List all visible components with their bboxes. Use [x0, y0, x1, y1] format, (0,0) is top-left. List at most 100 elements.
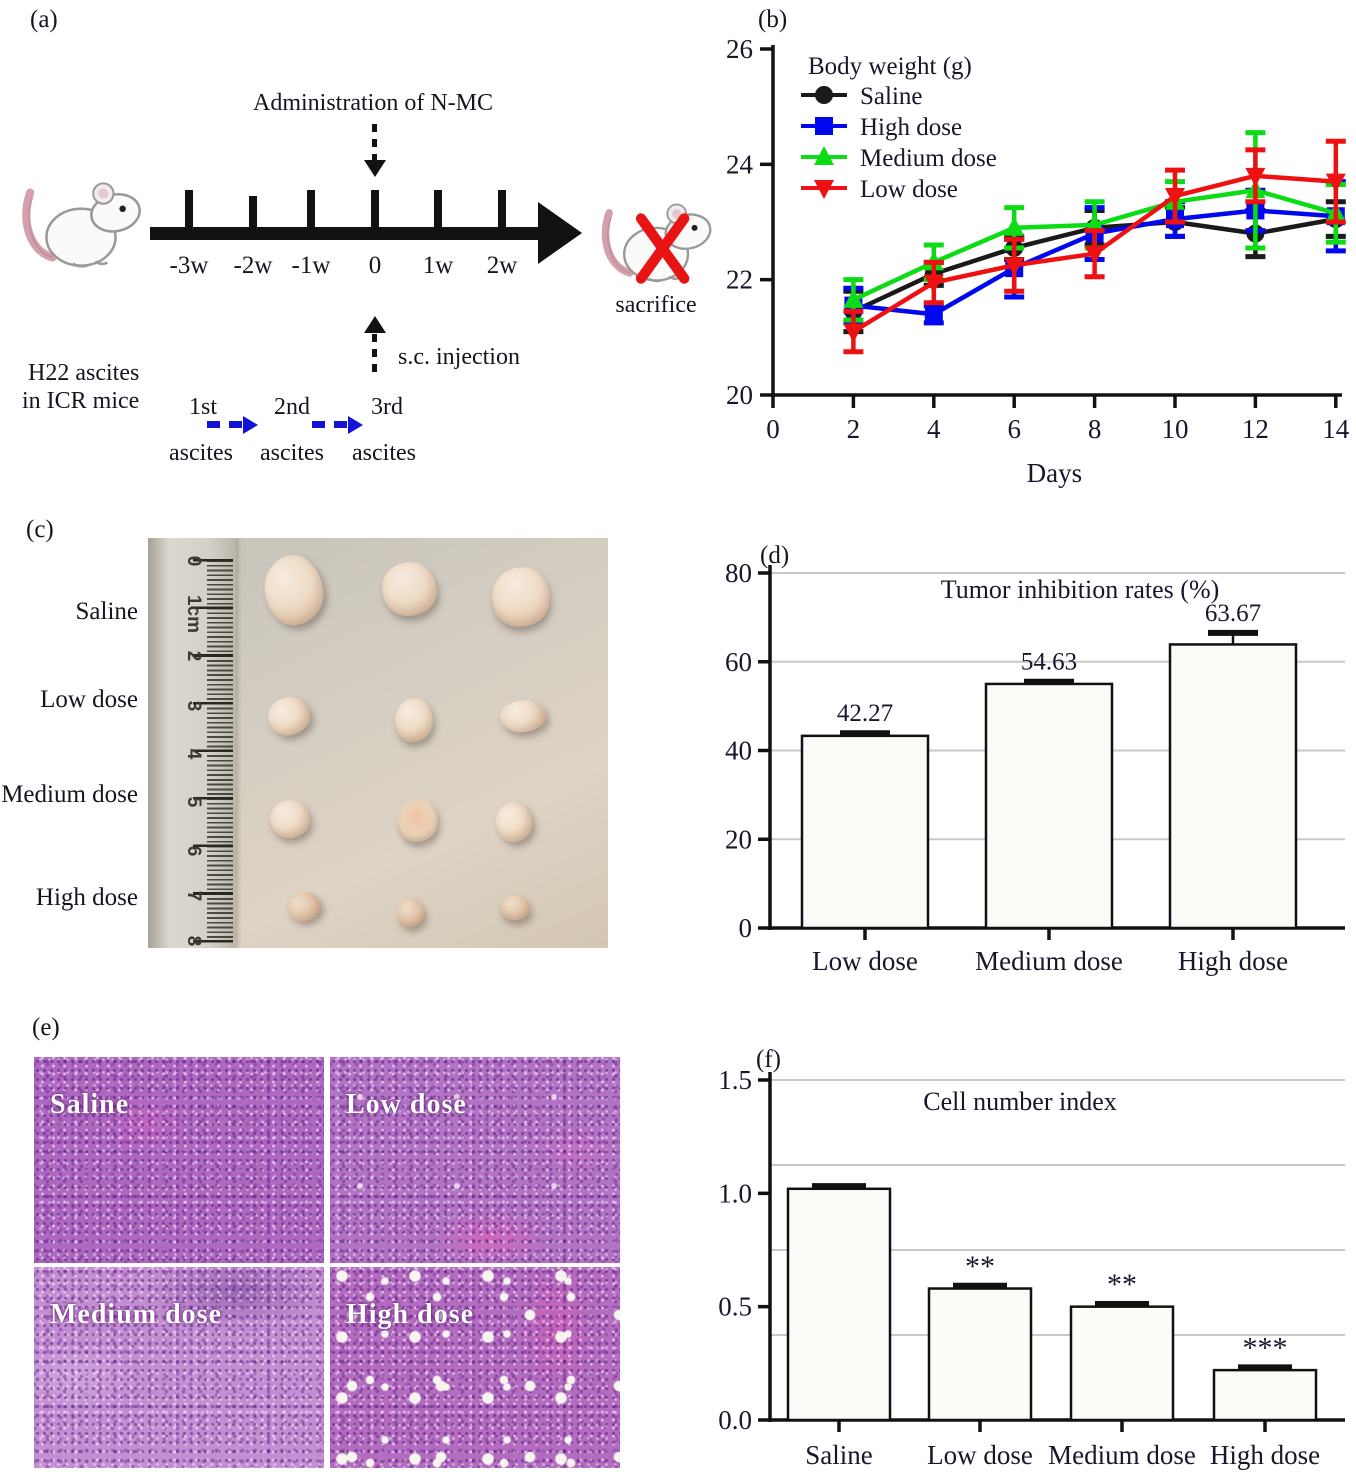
tumor-medium-3	[494, 800, 534, 844]
sc-injection-arrow-stem	[372, 334, 377, 374]
ruler-number: 6	[183, 845, 204, 857]
svg-text:22: 22	[726, 265, 753, 295]
ascites-ordinal-3: 3rd	[371, 394, 403, 420]
svg-text:Medium dose: Medium dose	[975, 946, 1123, 976]
ruler-number: 2	[183, 650, 204, 662]
ruler-mm-ticks	[207, 560, 233, 944]
histology-label: Medium dose	[50, 1299, 222, 1330]
timeline-tick-label: -3w	[169, 252, 209, 279]
svg-text:Cell number index: Cell number index	[923, 1087, 1117, 1116]
tumor-saline-3	[486, 561, 556, 633]
panel-label-e: (e)	[32, 1014, 60, 1041]
svg-text:10: 10	[1162, 414, 1189, 444]
ruler-number: 1cm	[183, 594, 204, 634]
panel-label-d: (d)	[760, 542, 790, 569]
legend: Body weight (g) Saline High dose Medium dos…	[801, 53, 997, 203]
bar-medium-dose	[984, 682, 1114, 930]
tumor-row-label-high-dose: High dose	[35, 884, 138, 911]
h22-ascites-line2: in ICR mice	[22, 388, 140, 414]
ruler-number: 8	[183, 935, 204, 947]
svg-text:12: 12	[1242, 414, 1269, 444]
timeline-tick-label: -1w	[291, 252, 331, 279]
svg-text:Medium dose: Medium dose	[860, 145, 997, 172]
tumor-high-3	[498, 893, 532, 922]
ruler-number: 4	[183, 748, 204, 760]
panel-label-c: (c)	[26, 516, 54, 543]
bar-low-dose	[800, 734, 930, 930]
svg-text:1.0: 1.0	[718, 1178, 752, 1208]
svg-text:Saline: Saline	[860, 83, 923, 110]
svg-text:4: 4	[927, 414, 941, 444]
histology-high-dose: High dose	[330, 1267, 620, 1468]
svg-text:54.63: 54.63	[1021, 649, 1077, 676]
ascites-transfer-arrow-head-icon	[243, 416, 258, 434]
histology-texture	[34, 1057, 324, 1263]
svg-text:Body weight (g): Body weight (g)	[808, 53, 972, 80]
series-low-dose	[843, 138, 1346, 355]
sc-injection-label: s.c. injection	[398, 344, 520, 370]
svg-text:High dose: High dose	[860, 114, 962, 141]
sc-injection-arrow-head-icon	[364, 316, 386, 333]
mouse-icon	[16, 166, 148, 280]
bar-high-dose	[1212, 1368, 1318, 1422]
svg-text:Saline: Saline	[805, 1440, 873, 1470]
ascites-ordinal-2: 2nd	[274, 394, 310, 420]
ruler-number: 5	[183, 796, 204, 808]
svg-text:0: 0	[739, 913, 753, 943]
tumor-photo: 0 1cm 2 3 4 5 6 7 8	[148, 538, 608, 948]
timeline-tick	[371, 190, 379, 231]
tumor-row-label-saline: Saline	[75, 598, 139, 625]
timeline-arrowhead-icon	[538, 202, 582, 264]
tumor-saline-2	[379, 559, 440, 619]
svg-text:20: 20	[726, 380, 753, 410]
ascites-label-1: ascites	[169, 440, 233, 466]
histology-label: High dose	[346, 1299, 475, 1330]
ascites-transfer-arrow-stem	[312, 421, 348, 428]
timeline-tick-label: 0	[368, 252, 382, 279]
bar-medium-dose	[1069, 1305, 1175, 1422]
bar-saline	[786, 1187, 892, 1422]
svg-text:**: **	[1107, 1268, 1137, 1301]
administration-label: Administration of N-MC	[253, 90, 493, 116]
histology-label: Low dose	[346, 1089, 467, 1120]
ruler: 0 1cm 2 3 4 5 6 7 8	[148, 538, 236, 948]
tumor-low-1	[265, 693, 313, 739]
tumor-inhibition-bar-chart: 0 20 40 60 80 Tumor inhibition rates (%) 42.27…	[725, 558, 1345, 976]
timeline-tick-label: 2w	[486, 252, 518, 279]
ascites-transfer-arrow-head-icon	[348, 416, 363, 434]
svg-text:Days: Days	[1027, 458, 1083, 488]
tumor-low-2	[392, 696, 436, 744]
tumor-high-2	[397, 898, 424, 927]
histology-vacuoles	[330, 1267, 620, 1468]
histology-vacuoles	[330, 1057, 620, 1263]
ruler-number: 0	[183, 555, 204, 567]
timeline-tick	[185, 190, 193, 231]
histology-low-dose: Low dose	[330, 1057, 620, 1263]
panel-label-f: (f)	[756, 1046, 781, 1073]
tumor-high-1	[284, 888, 323, 925]
svg-text:60: 60	[725, 647, 752, 677]
svg-text:0.5: 0.5	[718, 1292, 752, 1322]
tumor-saline-1	[260, 551, 328, 629]
ascites-ordinal-1: 1st	[188, 394, 217, 420]
svg-text:1.5: 1.5	[718, 1065, 752, 1095]
timeline-tick	[498, 190, 506, 231]
svg-text:6: 6	[1007, 414, 1021, 444]
histology-saline: Saline	[34, 1057, 324, 1263]
svg-text:24: 24	[726, 149, 754, 179]
panel-label-b: (b)	[758, 6, 788, 33]
svg-text:0.0: 0.0	[718, 1405, 752, 1435]
svg-text:High dose: High dose	[1210, 1440, 1320, 1470]
bar-low-dose	[927, 1287, 1033, 1422]
histology-texture	[34, 1267, 324, 1468]
svg-text:High dose: High dose	[1178, 946, 1288, 976]
tumor-row-label-medium-dose: Medium dose	[1, 781, 138, 808]
panel-label-a: (a)	[30, 6, 58, 33]
svg-text:80: 80	[725, 558, 752, 588]
timeline-tick	[434, 190, 442, 231]
svg-text:40: 40	[725, 736, 752, 766]
ascites-label-3: ascites	[352, 440, 416, 466]
timeline-tick	[307, 190, 315, 231]
svg-text:0: 0	[766, 414, 780, 444]
